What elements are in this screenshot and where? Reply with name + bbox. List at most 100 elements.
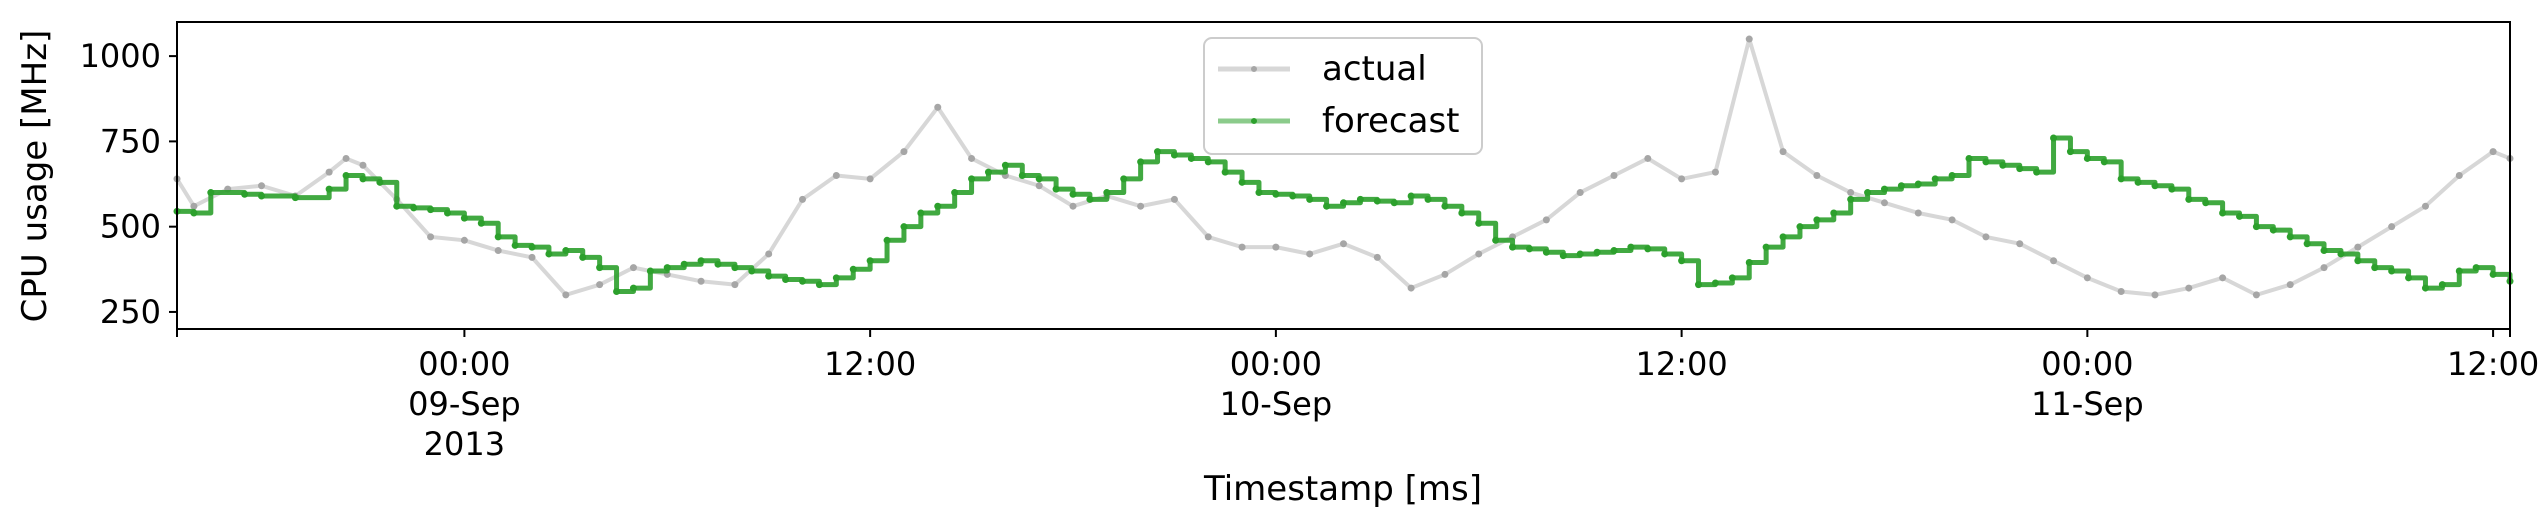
data-point-actual [1576, 189, 1584, 197]
x-axis-label: Timestamp [ms] [1203, 469, 1482, 509]
data-point-forecast [2117, 175, 2125, 183]
y-tick-label: 750 [100, 122, 161, 160]
data-point-forecast [832, 274, 840, 282]
data-point-forecast [1593, 248, 1601, 256]
data-point-forecast [934, 202, 942, 210]
data-point-forecast [1711, 279, 1719, 287]
legend-box [1203, 37, 1483, 155]
data-point-forecast [427, 206, 435, 214]
data-point-forecast [1120, 175, 1128, 183]
data-point-forecast [241, 190, 249, 198]
data-point-actual [2421, 202, 2429, 210]
data-point-forecast [815, 281, 823, 289]
data-point-forecast [680, 260, 688, 268]
data-point-forecast [1948, 172, 1956, 179]
data-point-actual [1137, 202, 1145, 210]
data-point-actual [2252, 291, 2260, 299]
x-tick-label: 00:00 11-Sep [2031, 345, 2144, 423]
data-point-forecast [2100, 158, 2108, 166]
data-point-forecast [1306, 195, 1314, 203]
plot-series [173, 35, 2514, 299]
data-point-forecast [1187, 154, 1195, 162]
data-point-forecast [376, 178, 384, 186]
data-point-actual [2083, 274, 2091, 282]
data-point-forecast [1035, 175, 1043, 183]
series-forecast [173, 134, 2514, 295]
data-point-actual [1982, 233, 1990, 241]
data-point-forecast [900, 223, 908, 231]
data-point-forecast [2405, 274, 2413, 282]
data-point-forecast [1441, 202, 1449, 210]
data-point-actual [359, 161, 367, 169]
data-point-forecast [1796, 223, 1804, 231]
data-point-actual [1204, 233, 1212, 241]
data-point-forecast [1813, 216, 1821, 224]
data-point-forecast [1762, 243, 1770, 251]
data-point-forecast [2320, 247, 2328, 255]
data-point-forecast [1965, 154, 1973, 162]
data-point-actual [1948, 216, 1956, 224]
data-point-forecast [1897, 182, 1905, 190]
data-point-actual [1542, 216, 1550, 224]
data-point-forecast [1323, 202, 1331, 210]
data-point-forecast [2252, 223, 2260, 231]
data-point-forecast [325, 185, 333, 193]
data-point-forecast [2489, 270, 2497, 278]
y-tick-label: 1000 [80, 37, 161, 75]
data-point-forecast [1407, 192, 1415, 200]
data-point-forecast [1779, 233, 1787, 241]
data-point-forecast [714, 260, 722, 268]
data-point-actual [2117, 287, 2125, 295]
data-point-actual [562, 291, 570, 299]
data-point-forecast [579, 253, 587, 261]
data-point-actual [1813, 172, 1821, 179]
data-point-actual [2219, 274, 2227, 282]
data-point-forecast [1170, 151, 1178, 159]
data-point-forecast [968, 175, 976, 183]
data-point-forecast [393, 202, 401, 210]
data-point-forecast [883, 236, 891, 244]
data-point-actual [1272, 243, 1280, 251]
legend: actual forecast [1203, 37, 1483, 155]
data-point-forecast [2286, 233, 2294, 241]
data-point-forecast [1695, 281, 1703, 289]
data-point-forecast [528, 243, 536, 251]
data-point-actual [2286, 281, 2294, 289]
data-point-forecast [1103, 189, 1111, 197]
data-point-actual [832, 172, 840, 179]
data-point-forecast [917, 209, 925, 217]
data-point-actual [528, 253, 536, 261]
data-point-forecast [1052, 185, 1060, 193]
data-point-forecast [1525, 245, 1533, 253]
legend-label-forecast: forecast [1322, 101, 1460, 141]
data-point-forecast [2337, 250, 2345, 258]
data-point-forecast [2185, 195, 2193, 203]
data-point-actual [629, 264, 637, 272]
data-point-forecast [1999, 161, 2007, 169]
data-point-actual [2455, 172, 2463, 179]
data-point-forecast [1559, 252, 1567, 260]
x-axis: 00:00 09-Sep 2013 12:00 00:00 10-Sep 12:00 00:0… [176, 329, 2538, 463]
data-point-actual [765, 250, 773, 258]
data-point-forecast [2168, 185, 2176, 193]
data-point-forecast [1154, 148, 1162, 156]
plot-frame [176, 21, 2511, 330]
data-point-actual [1880, 199, 1888, 207]
data-point-forecast [291, 194, 299, 202]
data-point-forecast [359, 175, 367, 183]
data-point-forecast [984, 168, 992, 176]
data-point-forecast [2354, 257, 2362, 265]
data-point-forecast [849, 265, 857, 273]
data-point-actual [2151, 291, 2159, 299]
data-point-forecast [1745, 258, 1753, 266]
data-point-forecast [2083, 154, 2091, 162]
data-point-forecast [2269, 226, 2277, 234]
data-point-forecast [1644, 245, 1652, 253]
data-point-forecast [1069, 190, 1077, 198]
data-point-actual [1847, 189, 1855, 197]
data-point-actual [2320, 264, 2328, 272]
data-point-forecast [2421, 284, 2429, 292]
data-point-forecast [1492, 236, 1500, 244]
legend-marker-actual [1251, 66, 1257, 72]
data-point-forecast [765, 272, 773, 280]
